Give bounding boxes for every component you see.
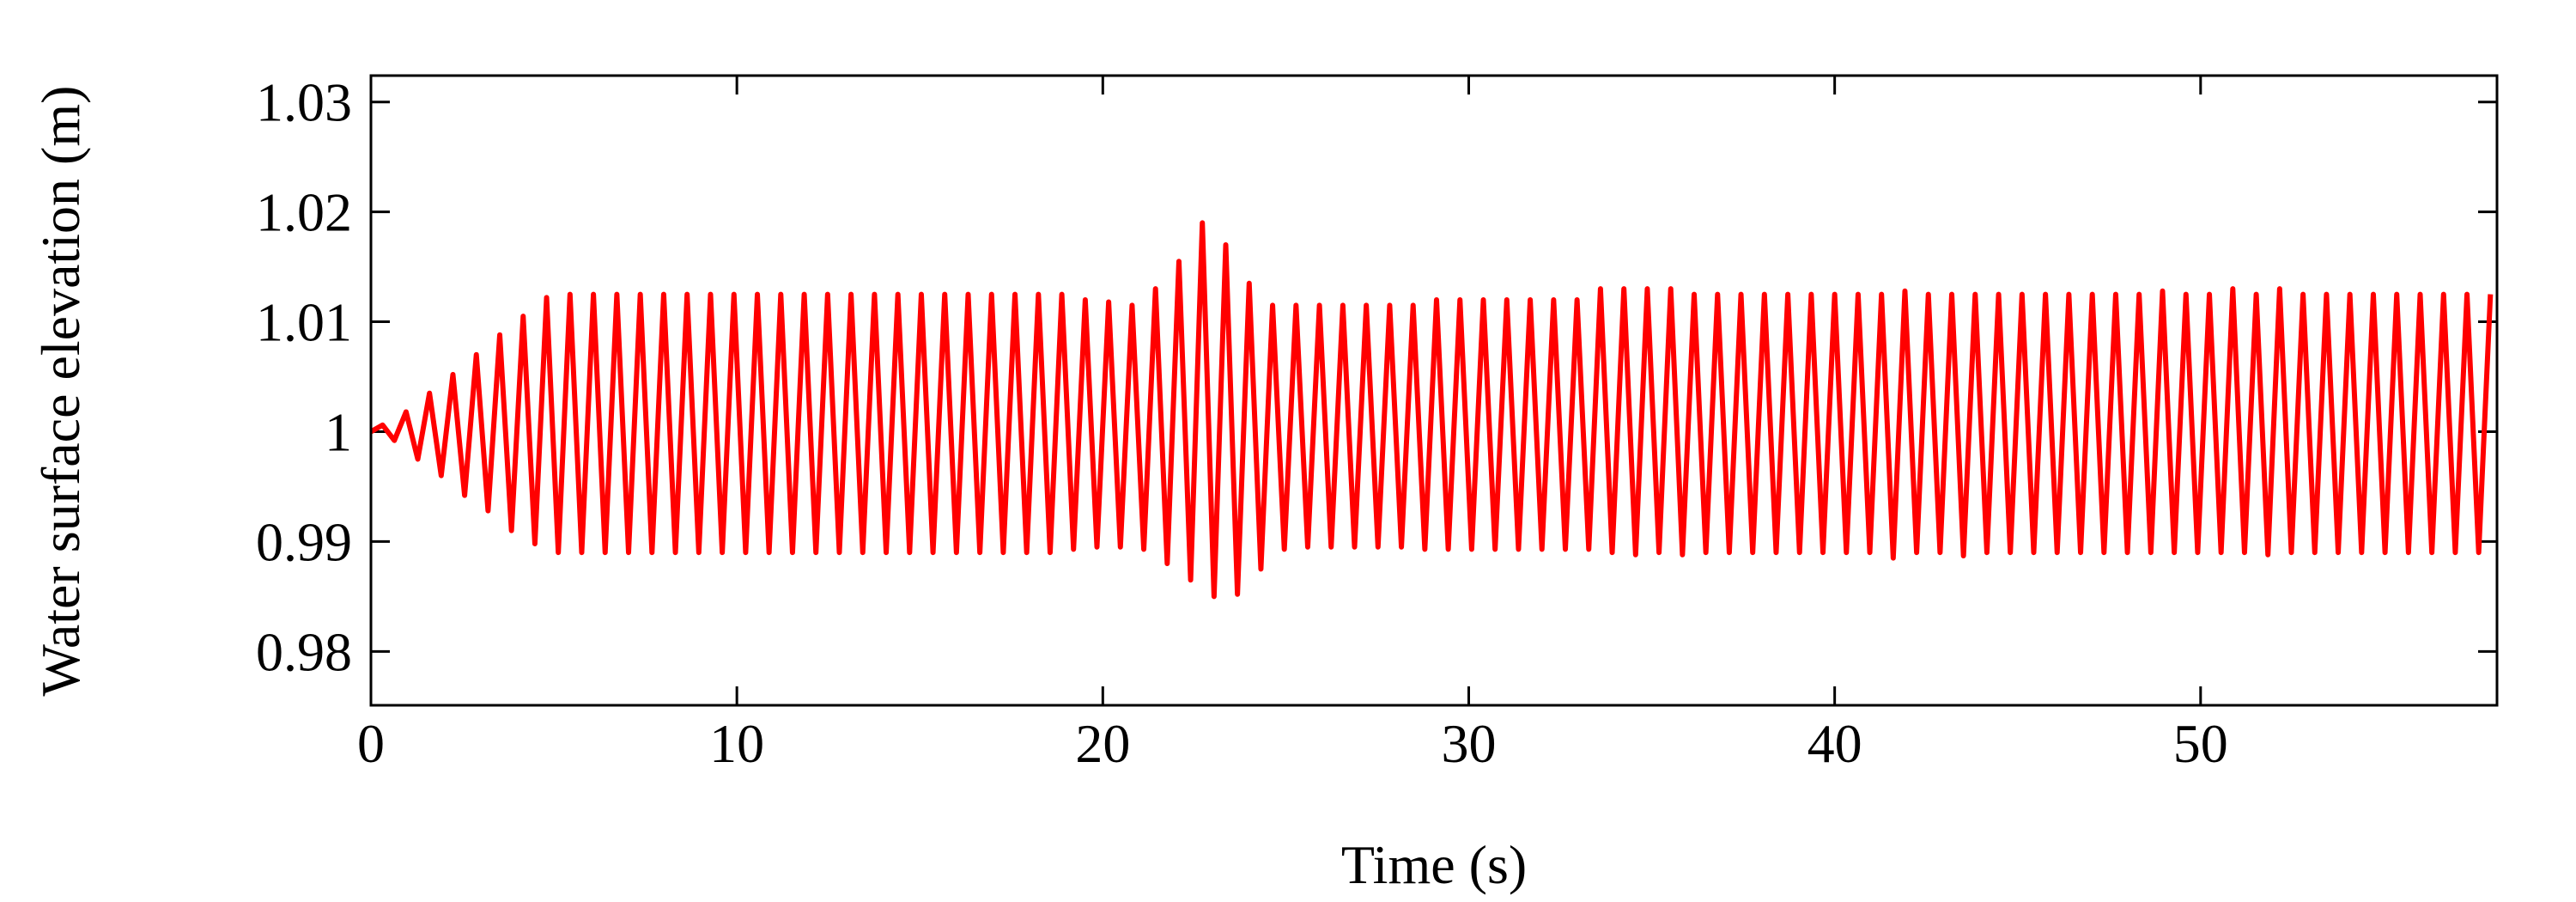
plot-frame — [369, 74, 2499, 707]
y-tick-label: 0.99 — [256, 511, 352, 572]
y-axis-label: Water surface elevation (m) — [30, 86, 91, 697]
data-line — [371, 220, 2494, 600]
x-tick-label: 0 — [357, 713, 385, 774]
x-axis-label: Time (s) — [1341, 834, 1527, 895]
y-tick-label: 1.02 — [256, 182, 352, 243]
y-tick-label: 1.01 — [256, 292, 352, 353]
x-tick-label: 30 — [1441, 713, 1496, 774]
y-tick-label: 1 — [325, 401, 352, 462]
x-tick-label: 10 — [709, 713, 764, 774]
y-tick-label: 0.98 — [256, 621, 352, 682]
x-tick-label: 50 — [2173, 713, 2228, 774]
y-tick-label: 1.03 — [256, 72, 352, 133]
x-tick-label: 20 — [1075, 713, 1130, 774]
x-tick-label: 40 — [1807, 713, 1862, 774]
